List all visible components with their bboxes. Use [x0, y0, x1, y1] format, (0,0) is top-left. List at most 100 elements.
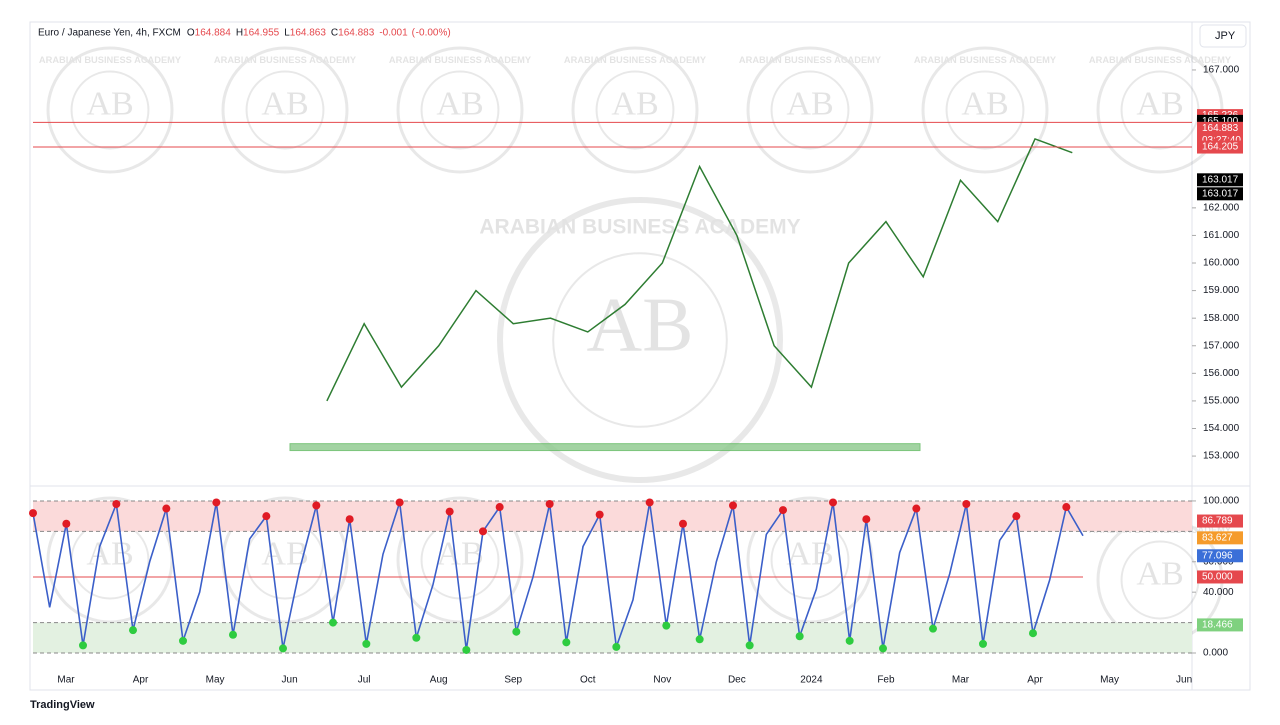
peak-dot: [595, 510, 604, 519]
watermark-ring: [221, 46, 349, 174]
x-tick-label: May: [206, 675, 225, 686]
ohlc-key: O: [187, 28, 195, 39]
watermark: AB ARABIAN BUSINESS ACADEMY: [214, 46, 357, 174]
trough-dot: [695, 635, 704, 644]
watermark-logo: AB: [86, 536, 133, 573]
price-line: [326, 137, 1073, 402]
trough-dot: [279, 644, 287, 653]
watermark-ring: [70, 70, 150, 150]
trough-dot: [929, 624, 937, 633]
watermark-logo: AB: [1136, 556, 1183, 593]
peak-dot: [545, 499, 554, 508]
trough-dot: [362, 639, 371, 648]
ohlc-value: 164.883: [338, 28, 375, 39]
peak-dot: [445, 507, 454, 516]
watermark-logo: AB: [1136, 86, 1183, 123]
footer: TradingView: [30, 699, 95, 711]
x-tick-label: Mar: [57, 675, 75, 686]
y-tick-label: 156.000: [1203, 368, 1240, 379]
watermark: AB ARABIAN BUSINESS ACADEMY: [389, 46, 532, 174]
price-tag-label: 77.096: [1202, 550, 1233, 561]
trough-dot: [845, 636, 854, 645]
price-tag: [1197, 140, 1243, 154]
price-tag: [1197, 549, 1243, 563]
price-tag-label: 18.466: [1202, 620, 1233, 631]
x-tick-label: May: [1100, 675, 1119, 686]
trough-dot: [662, 621, 671, 630]
x-tick-label: Mar: [952, 675, 970, 686]
y-tick-label: 153.000: [1203, 451, 1240, 462]
chart-title: Euro / Japanese Yen, 4h, FXCM: [38, 28, 181, 39]
x-tick-label: Jun: [282, 675, 298, 686]
peak-dot: [829, 498, 837, 507]
trough-dot: [229, 630, 237, 639]
peak-dot: [679, 519, 687, 528]
paren: (: [412, 28, 416, 39]
x-tick-label: Oct: [580, 675, 596, 686]
price-tag: [1197, 570, 1243, 584]
ohlc-key: H: [236, 28, 243, 39]
band: [33, 622, 1192, 653]
watermark-ring: [770, 70, 850, 150]
watermark-logo: AB: [587, 282, 694, 368]
support-zone: [289, 443, 921, 452]
peak-dot: [1012, 512, 1021, 521]
currency-button[interactable]: [1199, 24, 1247, 48]
watermark: AB ARABIAN BUSINESS ACADEMY: [39, 46, 182, 174]
watermark-ring: [420, 70, 500, 150]
watermark-text: ARABIAN BUSINESS ACADEMY: [564, 55, 707, 65]
price-tag-label: 50.000: [1202, 572, 1233, 583]
watermark-logo: AB: [261, 86, 308, 123]
peak-dot: [779, 506, 787, 515]
peak-dot: [212, 498, 221, 507]
watermark-logo: AB: [786, 86, 833, 123]
peak-dot: [312, 501, 321, 510]
y-tick-label: 161.000: [1203, 230, 1240, 241]
watermark-logo: AB: [436, 86, 483, 123]
change-percent: -0.00%: [416, 28, 448, 39]
peak-dot: [112, 499, 121, 508]
trough-dot: [512, 627, 521, 636]
watermark: AB ARABIAN BUSINESS ACADEMY: [564, 46, 707, 174]
watermark-ring: [552, 252, 728, 428]
trough-dot: [129, 626, 137, 635]
watermark-text: ARABIAN BUSINESS ACADEMY: [479, 216, 800, 239]
price-tag-label: 164.205: [1202, 142, 1239, 153]
peak-dot: [1062, 503, 1071, 512]
x-tick-label: Nov: [653, 675, 671, 686]
peak-dot: [495, 503, 504, 512]
y-tick-label: 157.000: [1203, 340, 1240, 351]
peak-dot: [962, 499, 971, 508]
price-tag-label: 86.789: [1202, 516, 1233, 527]
ohlc-key: L: [284, 28, 290, 39]
price-tag: [1197, 187, 1243, 201]
trough-dot: [329, 618, 337, 627]
x-tick-label: Dec: [728, 675, 746, 686]
watermark-text: ARABIAN BUSINESS ACADEMY: [1089, 55, 1232, 65]
peak-dot: [862, 515, 871, 524]
watermark-ring: [571, 46, 699, 174]
y-tick-label: 160.000: [1203, 258, 1240, 269]
watermark-logo: AB: [261, 536, 308, 573]
trough-dot: [562, 638, 571, 647]
watermark-ring: [497, 197, 783, 483]
peak-dot: [262, 512, 271, 521]
trough-dot: [979, 639, 987, 648]
y-tick-label: 155.000: [1203, 396, 1240, 407]
x-tick-label: Sep: [504, 675, 522, 686]
watermark-ring: [396, 46, 524, 174]
y-tick-label: 0.000: [1203, 648, 1228, 659]
watermark-ring: [245, 70, 325, 150]
y-tick-label: 162.000: [1203, 202, 1240, 213]
peak-dot: [479, 527, 487, 536]
y-tick-label: 159.000: [1203, 285, 1240, 296]
trough-dot: [179, 636, 187, 645]
price-tag-label: 165.100: [1202, 116, 1239, 127]
ohlc-value: 164.884: [195, 28, 232, 39]
watermark-text: ARABIAN BUSINESS ACADEMY: [39, 55, 182, 65]
price-tag-label: 164.883: [1202, 123, 1239, 134]
y-tick-label: 40.000: [1203, 587, 1234, 598]
trough-dot: [745, 641, 754, 650]
